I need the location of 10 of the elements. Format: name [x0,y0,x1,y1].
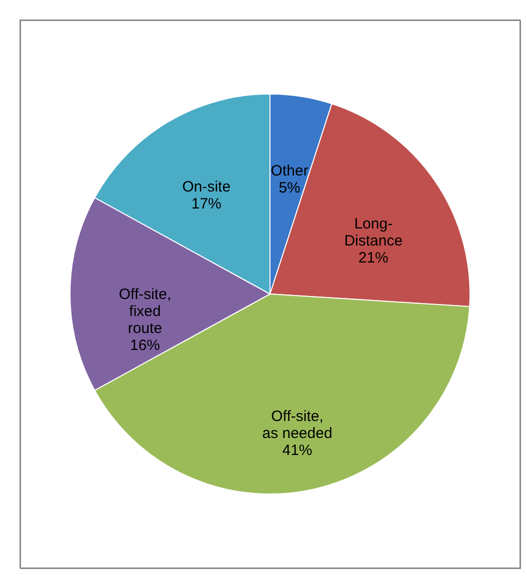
slice-label: Long-Distance [344,216,403,250]
data-label: 16% [130,337,160,354]
slice-label: Other [270,162,308,180]
slice-label: Off-site, as needed [262,408,332,442]
data-label: 17% [191,195,222,212]
data-label: 21% [358,250,388,267]
data-label: 5% [278,180,300,197]
data-label: 41% [282,442,312,459]
slice-label: On-site [182,178,231,196]
slice-label: Off-site, fixed route [118,286,172,337]
